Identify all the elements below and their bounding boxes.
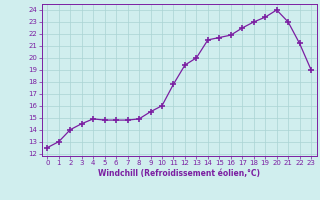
X-axis label: Windchill (Refroidissement éolien,°C): Windchill (Refroidissement éolien,°C) xyxy=(98,169,260,178)
